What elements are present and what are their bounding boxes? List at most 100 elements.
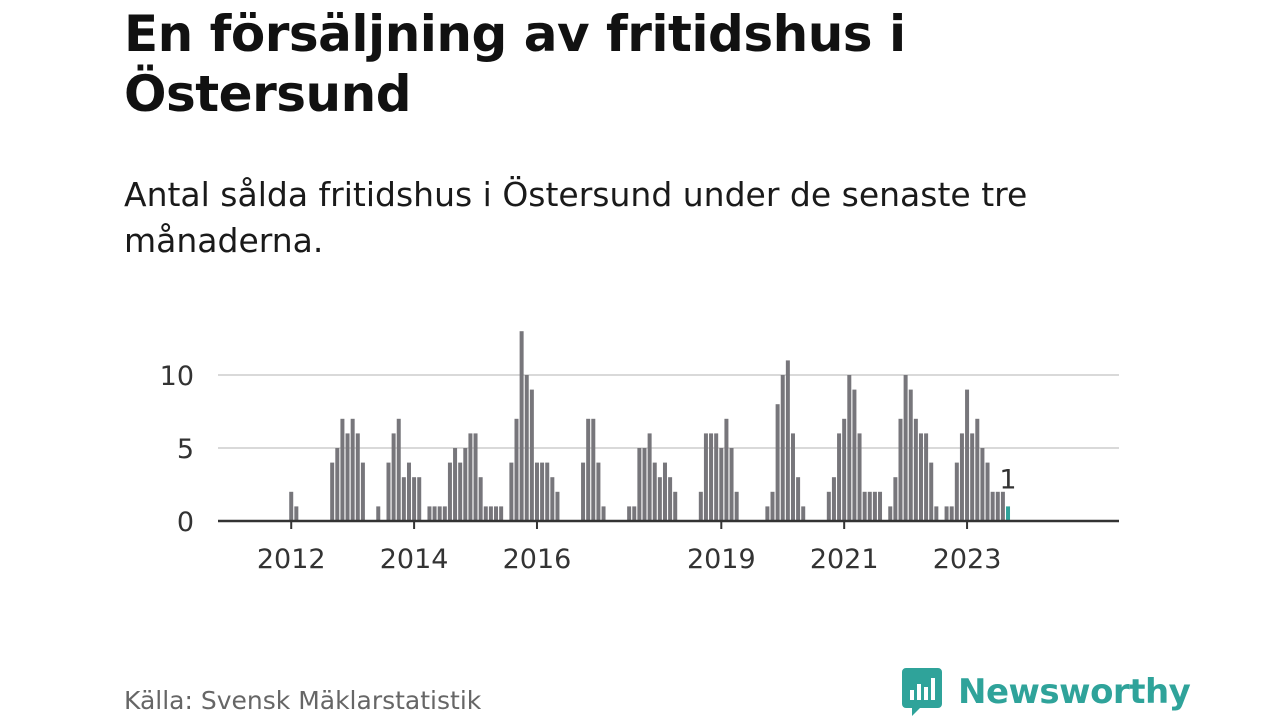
bar bbox=[581, 462, 586, 521]
bar bbox=[499, 506, 504, 521]
bar bbox=[857, 433, 862, 521]
bar bbox=[596, 462, 601, 521]
bar bbox=[703, 433, 708, 521]
bar bbox=[652, 462, 657, 521]
bar bbox=[519, 331, 524, 521]
bar bbox=[330, 462, 335, 521]
bar bbox=[453, 448, 458, 521]
y-tick-label: 0 bbox=[177, 507, 194, 538]
bar bbox=[376, 506, 381, 521]
bar bbox=[898, 418, 903, 521]
bar bbox=[796, 477, 801, 521]
bar bbox=[944, 506, 949, 521]
bar bbox=[591, 418, 596, 521]
bar bbox=[662, 462, 667, 521]
bar bbox=[831, 477, 836, 521]
bar bbox=[529, 389, 534, 521]
bar bbox=[780, 375, 785, 521]
bar bbox=[790, 433, 795, 521]
bar bbox=[872, 491, 877, 521]
bar bbox=[545, 462, 550, 521]
bar bbox=[668, 477, 673, 521]
bar bbox=[550, 477, 555, 521]
bar bbox=[483, 506, 488, 521]
bar bbox=[458, 462, 463, 521]
bar bbox=[1000, 491, 1005, 521]
bar bbox=[913, 418, 918, 521]
bar bbox=[447, 462, 452, 521]
source-note: Källa: Svensk Mäklarstatistik bbox=[124, 686, 482, 715]
bar bbox=[985, 462, 990, 521]
bar bbox=[401, 477, 406, 521]
bar bbox=[878, 491, 883, 521]
bar bbox=[698, 491, 703, 521]
bar bbox=[709, 433, 714, 521]
bar bbox=[724, 418, 729, 521]
bar bbox=[995, 491, 1000, 521]
x-tick-label: 2023 bbox=[933, 544, 1002, 575]
bar bbox=[350, 418, 355, 521]
bar bbox=[432, 506, 437, 521]
bar bbox=[345, 433, 350, 521]
bar bbox=[918, 433, 923, 521]
bar bbox=[586, 418, 591, 521]
x-tick-label: 2019 bbox=[687, 544, 756, 575]
bar bbox=[637, 448, 642, 521]
bar bbox=[965, 389, 970, 521]
bar bbox=[509, 462, 514, 521]
bar bbox=[959, 433, 964, 521]
y-tick-label: 5 bbox=[177, 434, 194, 465]
bar bbox=[908, 389, 913, 521]
bar bbox=[412, 477, 417, 521]
bar bbox=[990, 491, 995, 521]
brand-logo: Newsworthy bbox=[902, 668, 1191, 716]
bar bbox=[657, 477, 662, 521]
bar bbox=[970, 433, 975, 521]
bar bbox=[888, 506, 893, 521]
bar bbox=[463, 448, 468, 521]
bar bbox=[468, 433, 473, 521]
bar bbox=[775, 404, 780, 521]
bar bbox=[488, 506, 493, 521]
bar bbox=[903, 375, 908, 521]
bar bbox=[514, 418, 519, 521]
bar bbox=[601, 506, 606, 521]
bar bbox=[391, 433, 396, 521]
bar bbox=[924, 433, 929, 521]
bar bbox=[534, 462, 539, 521]
chart-title: En försäljning av fritidshus i Östersund bbox=[124, 5, 906, 123]
bar bbox=[632, 506, 637, 521]
newsworthy-logo-icon bbox=[902, 668, 942, 716]
bar bbox=[980, 448, 985, 521]
y-tick-label: 10 bbox=[160, 361, 194, 392]
bar bbox=[437, 506, 442, 521]
bar bbox=[524, 375, 529, 521]
bar-chart: 0 5 10 2012 2014 2016 2019 2021 2023 1 bbox=[160, 331, 1119, 575]
bar bbox=[294, 506, 299, 521]
bar bbox=[893, 477, 898, 521]
bar bbox=[801, 506, 806, 521]
bar bbox=[642, 448, 647, 521]
bar bbox=[867, 491, 872, 521]
bar bbox=[673, 491, 678, 521]
bar bbox=[729, 448, 734, 521]
bar bbox=[734, 491, 739, 521]
bar bbox=[949, 506, 954, 521]
bar bbox=[355, 433, 360, 521]
bar bbox=[340, 418, 345, 521]
chart-subtitle: Antal sålda fritidshus i Östersund under… bbox=[124, 175, 1028, 260]
bar bbox=[396, 418, 401, 521]
bar bbox=[427, 506, 432, 521]
bar bbox=[954, 462, 959, 521]
bar bbox=[847, 375, 852, 521]
bar bbox=[862, 491, 867, 521]
bar bbox=[473, 433, 478, 521]
bar bbox=[837, 433, 842, 521]
bar bbox=[785, 360, 790, 521]
bar bbox=[842, 418, 847, 521]
bar bbox=[647, 433, 652, 521]
highlight-value-label: 1 bbox=[999, 464, 1016, 495]
bar bbox=[826, 491, 831, 521]
bar bbox=[852, 389, 857, 521]
bar bbox=[335, 448, 340, 521]
